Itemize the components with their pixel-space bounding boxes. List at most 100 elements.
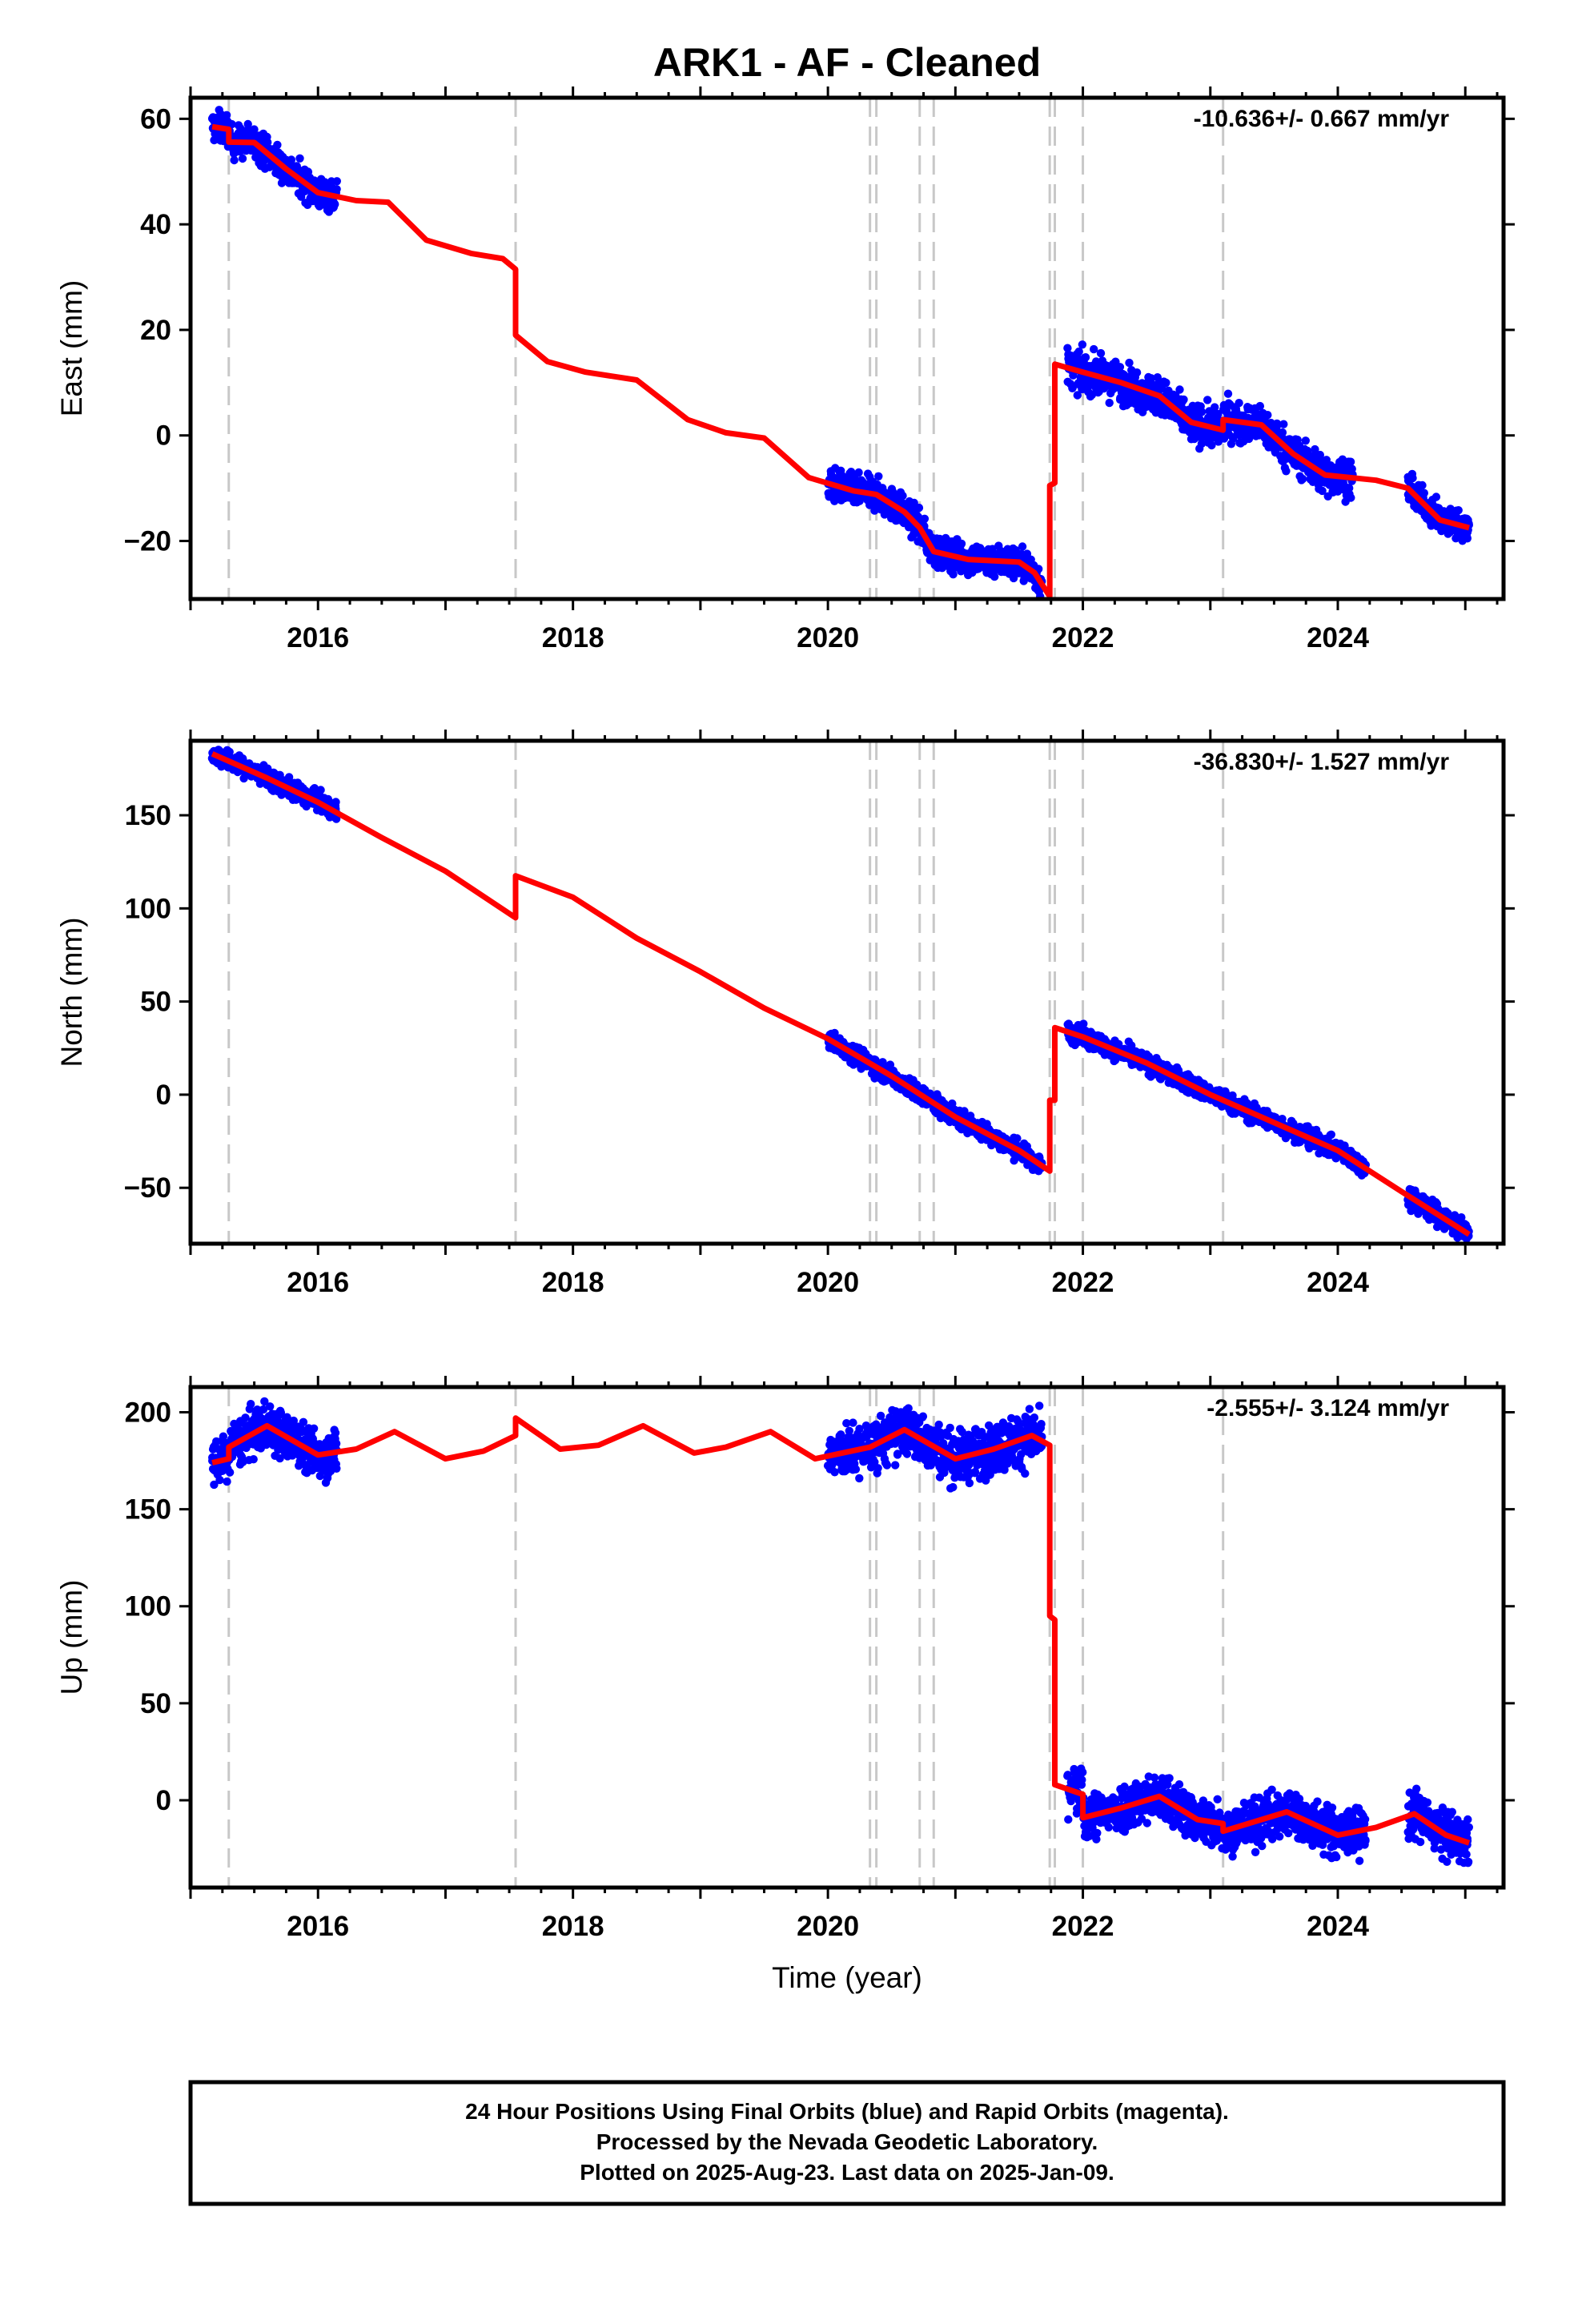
up-data-point: [225, 1468, 235, 1477]
east-y-tick-label: 20: [140, 315, 171, 346]
north-y-tick-label: 150: [125, 800, 171, 831]
east-data-point: [1223, 389, 1233, 398]
east-data-point: [1175, 385, 1184, 394]
east-data-point: [1115, 363, 1125, 372]
north-frame: [188, 738, 1506, 1246]
east-data-point: [1153, 373, 1162, 382]
east-frame: [188, 95, 1506, 601]
north-y-tick-label: 0: [156, 1080, 171, 1111]
up-data-point: [260, 1397, 269, 1406]
east-data-point: [1263, 411, 1272, 420]
east-data-point: [1298, 474, 1307, 484]
east-x-tick-label: 2024: [1307, 622, 1369, 653]
east-data-point: [1162, 378, 1170, 388]
east-rate-label: -10.636+/- 0.667 mm/yr: [1194, 106, 1450, 132]
north-data-point: [284, 773, 294, 782]
east-data-point: [990, 572, 999, 581]
east-data-point: [1197, 408, 1207, 416]
up-data-point: [241, 1413, 250, 1422]
east-data-point: [1418, 480, 1427, 490]
east-data-point: [1081, 353, 1090, 362]
east-y-tick-label: 60: [140, 103, 171, 135]
east-data-point: [888, 487, 897, 497]
east-data-point: [920, 514, 930, 523]
north-data-points: [207, 746, 1473, 1244]
east-x-tick-label: 2018: [542, 622, 604, 653]
east-data-point: [273, 140, 282, 150]
up-data-point: [259, 1405, 268, 1414]
east-data-point: [874, 472, 883, 480]
east-data-point: [287, 155, 296, 164]
north-x-tick-label: 2022: [1052, 1267, 1114, 1298]
up-data-point: [247, 1400, 255, 1409]
east-data-point: [263, 138, 272, 147]
east-data-point: [243, 119, 252, 129]
north-x-tick-label: 2018: [542, 1267, 604, 1298]
north-data-point: [316, 786, 325, 794]
north-data-point: [1327, 1130, 1336, 1140]
east-data-point: [1125, 358, 1134, 368]
north-y-tick-label: −50: [124, 1172, 171, 1204]
figure-title: ARK1 - AF - Cleaned: [653, 40, 1041, 85]
east-data-point: [1009, 573, 1018, 583]
east-data-point: [222, 111, 231, 119]
east-data-point: [1278, 428, 1287, 437]
east-data-point: [898, 491, 907, 501]
east-data-point: [1273, 420, 1282, 429]
north-data-point: [1457, 1213, 1466, 1222]
east-data-point: [1018, 542, 1027, 551]
east-y-axis-label: East (mm): [55, 280, 88, 417]
east-data-point: [1203, 396, 1212, 404]
east-model-line: [211, 123, 1470, 599]
east-data-point: [1074, 347, 1083, 356]
up-data-points: [208, 1397, 1474, 1868]
east-data-points: [207, 106, 1474, 599]
east-data-point: [1318, 486, 1327, 496]
east-data-point: [1279, 420, 1288, 428]
east-data-point: [1345, 484, 1354, 493]
east-data-point: [854, 468, 863, 477]
up-data-point: [223, 1477, 231, 1486]
east-data-point: [331, 199, 339, 209]
north-y-tick-label: 50: [140, 987, 171, 1018]
east-data-point: [1090, 344, 1098, 354]
east-y-tick-label: −20: [124, 526, 171, 557]
east-data-point: [1346, 457, 1355, 466]
east-data-point: [1235, 399, 1243, 408]
east-data-point: [1078, 340, 1087, 349]
east-data-point: [1096, 348, 1106, 358]
north-x-tick-label: 2020: [797, 1267, 859, 1298]
east-data-point: [332, 185, 341, 194]
north-y-axis-label: North (mm): [55, 917, 88, 1067]
east-data-point: [1063, 344, 1072, 352]
east-data-point: [1179, 395, 1188, 404]
east-data-point: [1347, 493, 1355, 502]
east-y-tick-label: 0: [156, 420, 171, 452]
east-data-point: [914, 503, 924, 513]
up-data-point: [210, 1480, 219, 1490]
east-data-point: [1408, 473, 1417, 483]
east-data-point: [1197, 439, 1207, 448]
east-data-point: [332, 177, 341, 186]
east-data-point: [1431, 493, 1441, 501]
north-data-point: [1079, 1019, 1088, 1028]
east-x-tick-label: 2022: [1052, 622, 1114, 653]
east-data-point: [227, 119, 236, 129]
east-data-point: [1301, 436, 1311, 445]
east-data-point: [957, 539, 966, 549]
east-data-point: [1255, 401, 1265, 411]
north-model-line: [211, 751, 1471, 1237]
east-y-tick-label: 40: [140, 209, 171, 240]
east-data-point: [1463, 534, 1472, 543]
north-data-point: [331, 798, 340, 806]
east-data-point: [1419, 489, 1429, 497]
north-data-point: [960, 1107, 969, 1116]
north-y-tick-label: 100: [125, 893, 171, 924]
east-data-point: [1132, 368, 1142, 377]
north-data-point: [1013, 1134, 1022, 1143]
east-data-point: [1207, 440, 1216, 450]
